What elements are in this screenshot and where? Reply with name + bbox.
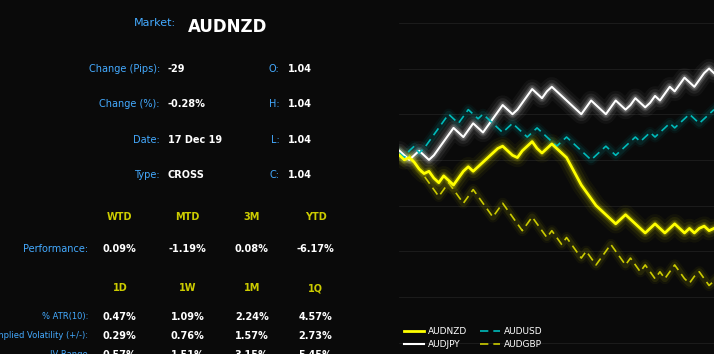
Text: 17 Dec 19: 17 Dec 19 xyxy=(168,135,222,144)
Text: C:: C: xyxy=(270,170,280,180)
Text: 1.57%: 1.57% xyxy=(235,331,268,341)
Text: -6.17%: -6.17% xyxy=(297,244,334,254)
Text: 0.08%: 0.08% xyxy=(235,244,268,254)
Text: 4.57%: 4.57% xyxy=(298,312,333,321)
Text: YTD: YTD xyxy=(305,212,326,222)
Text: 1.04: 1.04 xyxy=(288,170,311,180)
Text: Type:: Type: xyxy=(134,170,160,180)
Text: 1.09%: 1.09% xyxy=(171,312,205,321)
Text: 1.51%: 1.51% xyxy=(171,350,205,354)
Text: Change (%):: Change (%): xyxy=(99,99,160,109)
Text: CROSS: CROSS xyxy=(168,170,205,180)
Text: Change (Pips):: Change (Pips): xyxy=(89,64,160,74)
Legend: AUDNZD, AUDJPY, AUDUSD, AUDGBP: AUDNZD, AUDJPY, AUDUSD, AUDGBP xyxy=(404,327,543,349)
Text: -0.28%: -0.28% xyxy=(168,99,206,109)
Text: IV Range: IV Range xyxy=(50,350,88,354)
Text: 2.73%: 2.73% xyxy=(298,331,333,341)
Text: 0.09%: 0.09% xyxy=(103,244,136,254)
Text: Performance:: Performance: xyxy=(23,244,88,254)
Text: H:: H: xyxy=(269,99,280,109)
Text: 1.04: 1.04 xyxy=(288,64,311,74)
Text: -1.19%: -1.19% xyxy=(169,244,206,254)
Text: 2.24%: 2.24% xyxy=(235,312,268,321)
Text: % ATR(10):: % ATR(10): xyxy=(41,312,88,320)
Text: MTD: MTD xyxy=(176,212,200,222)
Text: AUDNZD: AUDNZD xyxy=(188,18,267,36)
Text: 0.76%: 0.76% xyxy=(171,331,205,341)
Text: 1.04: 1.04 xyxy=(288,99,311,109)
Text: -29: -29 xyxy=(168,64,185,74)
Text: WTD: WTD xyxy=(107,212,133,222)
Text: Market:: Market: xyxy=(134,18,176,28)
Text: 1D: 1D xyxy=(113,283,127,293)
Text: 1.04: 1.04 xyxy=(288,135,311,144)
Text: 3.15%: 3.15% xyxy=(235,350,268,354)
Text: Date:: Date: xyxy=(133,135,160,144)
Text: 0.29%: 0.29% xyxy=(103,331,136,341)
Text: Implied Volatility (+/-):: Implied Volatility (+/-): xyxy=(0,331,88,340)
Text: 0.47%: 0.47% xyxy=(103,312,136,321)
Text: 0.57%: 0.57% xyxy=(103,350,136,354)
Text: 1M: 1M xyxy=(243,283,260,293)
Text: 5.45%: 5.45% xyxy=(298,350,333,354)
Text: 3M: 3M xyxy=(243,212,260,222)
Text: O:: O: xyxy=(269,64,280,74)
Text: L:: L: xyxy=(271,135,280,144)
Text: 1Q: 1Q xyxy=(308,283,323,293)
Text: 1W: 1W xyxy=(179,283,196,293)
